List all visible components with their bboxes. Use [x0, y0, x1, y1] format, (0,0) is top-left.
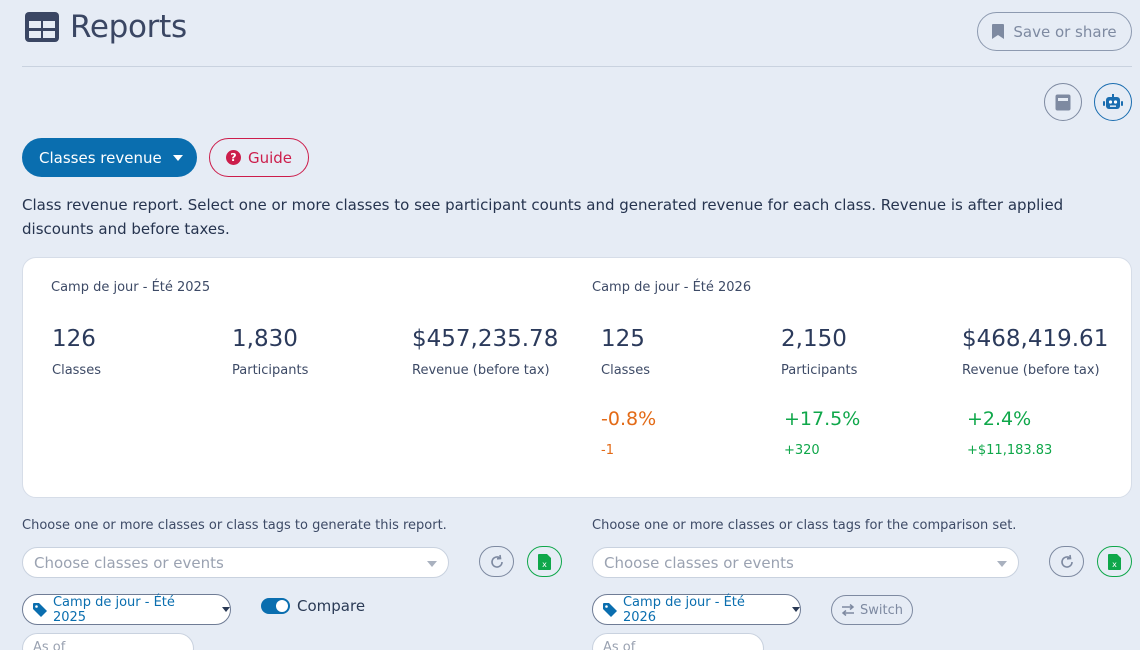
- primary-classes-label: Classes: [52, 363, 101, 378]
- question-icon: ?: [225, 150, 241, 165]
- primary-class-select[interactable]: Choose classes or events: [22, 547, 449, 578]
- guide-label: Guide: [247, 148, 293, 167]
- primary-tag-label: Camp de jour - Été 2025: [52, 594, 175, 625]
- excel-icon: x: [538, 553, 551, 570]
- comparison-set-name: Camp de jour - Été 2026: [592, 280, 752, 295]
- compare-toggle[interactable]: [261, 598, 290, 614]
- primary-tag-dropdown[interactable]: Camp de jour - Été 2025: [22, 594, 231, 625]
- tag-icon: [603, 602, 617, 617]
- bookmark-icon: [992, 24, 1005, 39]
- svg-text:x: x: [1112, 560, 1117, 569]
- comparison-revenue-value: $468,419.61: [962, 326, 1109, 352]
- comparison-participants-value: 2,150: [781, 326, 847, 352]
- comparison-participants-label: Participants: [781, 363, 858, 378]
- participants-delta-absolute: +320: [784, 443, 820, 458]
- report-type-dropdown[interactable]: Classes revenue: [22, 138, 197, 177]
- primary-export-excel-button[interactable]: x: [527, 546, 562, 577]
- comparison-chooser-label: Choose one or more classes or class tags…: [592, 518, 1017, 533]
- chevron-down-icon: [792, 607, 800, 612]
- report-description: Class revenue report. Select one or more…: [22, 196, 1064, 238]
- comparison-export-excel-button[interactable]: x: [1097, 546, 1132, 577]
- primary-select-placeholder: Choose classes or events: [34, 553, 224, 572]
- report-type-label: Classes revenue: [39, 148, 162, 167]
- excel-icon: x: [1108, 553, 1121, 570]
- refresh-icon: [1060, 554, 1073, 568]
- save-or-share-label: Save or share: [1013, 22, 1117, 41]
- comparison-classes-label: Classes: [601, 363, 650, 378]
- tag-icon: [33, 602, 47, 617]
- comparison-tag-dropdown[interactable]: Camp de jour - Été 2026: [592, 594, 801, 625]
- guide-button[interactable]: ? Guide: [209, 138, 309, 177]
- save-or-share-button[interactable]: Save or share: [977, 12, 1132, 51]
- comparison-revenue-label: Revenue (before tax): [962, 363, 1100, 378]
- page-title: Reports: [70, 9, 187, 45]
- primary-classes-value: 126: [52, 326, 96, 352]
- reports-grid-icon: [25, 12, 59, 42]
- primary-participants-value: 1,830: [232, 326, 298, 352]
- participants-delta-percent: +17.5%: [784, 408, 861, 430]
- summary-card: Camp de jour - Été 2025 126 Classes 1,83…: [22, 257, 1132, 498]
- comparison-select-placeholder: Choose classes or events: [604, 553, 794, 572]
- switch-label: Switch: [860, 602, 903, 618]
- page-header: Reports Save or share: [22, 0, 1132, 67]
- switch-arrows-icon: [841, 604, 855, 616]
- refresh-icon: [490, 554, 503, 568]
- comparison-classes-value: 125: [601, 326, 645, 352]
- primary-revenue-value: $457,235.78: [412, 326, 559, 352]
- assistant-button[interactable]: [1094, 83, 1132, 121]
- robot-icon: [1103, 94, 1123, 109]
- classes-delta-percent: -0.8%: [601, 408, 657, 430]
- primary-revenue-label: Revenue (before tax): [412, 363, 550, 378]
- revenue-delta-percent: +2.4%: [967, 408, 1032, 430]
- switch-button[interactable]: Switch: [831, 595, 913, 625]
- comparison-class-select[interactable]: Choose classes or events: [592, 547, 1019, 578]
- classes-delta-absolute: -1: [601, 443, 614, 458]
- comparison-as-of-input[interactable]: As of: [592, 633, 764, 650]
- chevron-down-icon: [427, 561, 437, 567]
- comparison-tag-label: Camp de jour - Été 2026: [622, 594, 745, 625]
- revenue-delta-absolute: +$11,183.83: [967, 443, 1053, 458]
- chevron-down-icon: [172, 154, 183, 161]
- primary-refresh-button[interactable]: [479, 546, 514, 577]
- calculator-button[interactable]: [1044, 83, 1082, 121]
- primary-participants-label: Participants: [232, 363, 309, 378]
- primary-chooser-label: Choose one or more classes or class tags…: [22, 518, 447, 533]
- primary-set-name: Camp de jour - Été 2025: [51, 280, 211, 295]
- compare-label: Compare: [297, 597, 366, 615]
- comparison-refresh-button[interactable]: [1049, 546, 1084, 577]
- calculator-icon: [1055, 94, 1071, 110]
- chevron-down-icon: [222, 607, 230, 612]
- primary-as-of-input[interactable]: As of: [22, 633, 194, 650]
- svg-text:x: x: [542, 560, 547, 569]
- chevron-down-icon: [997, 561, 1007, 567]
